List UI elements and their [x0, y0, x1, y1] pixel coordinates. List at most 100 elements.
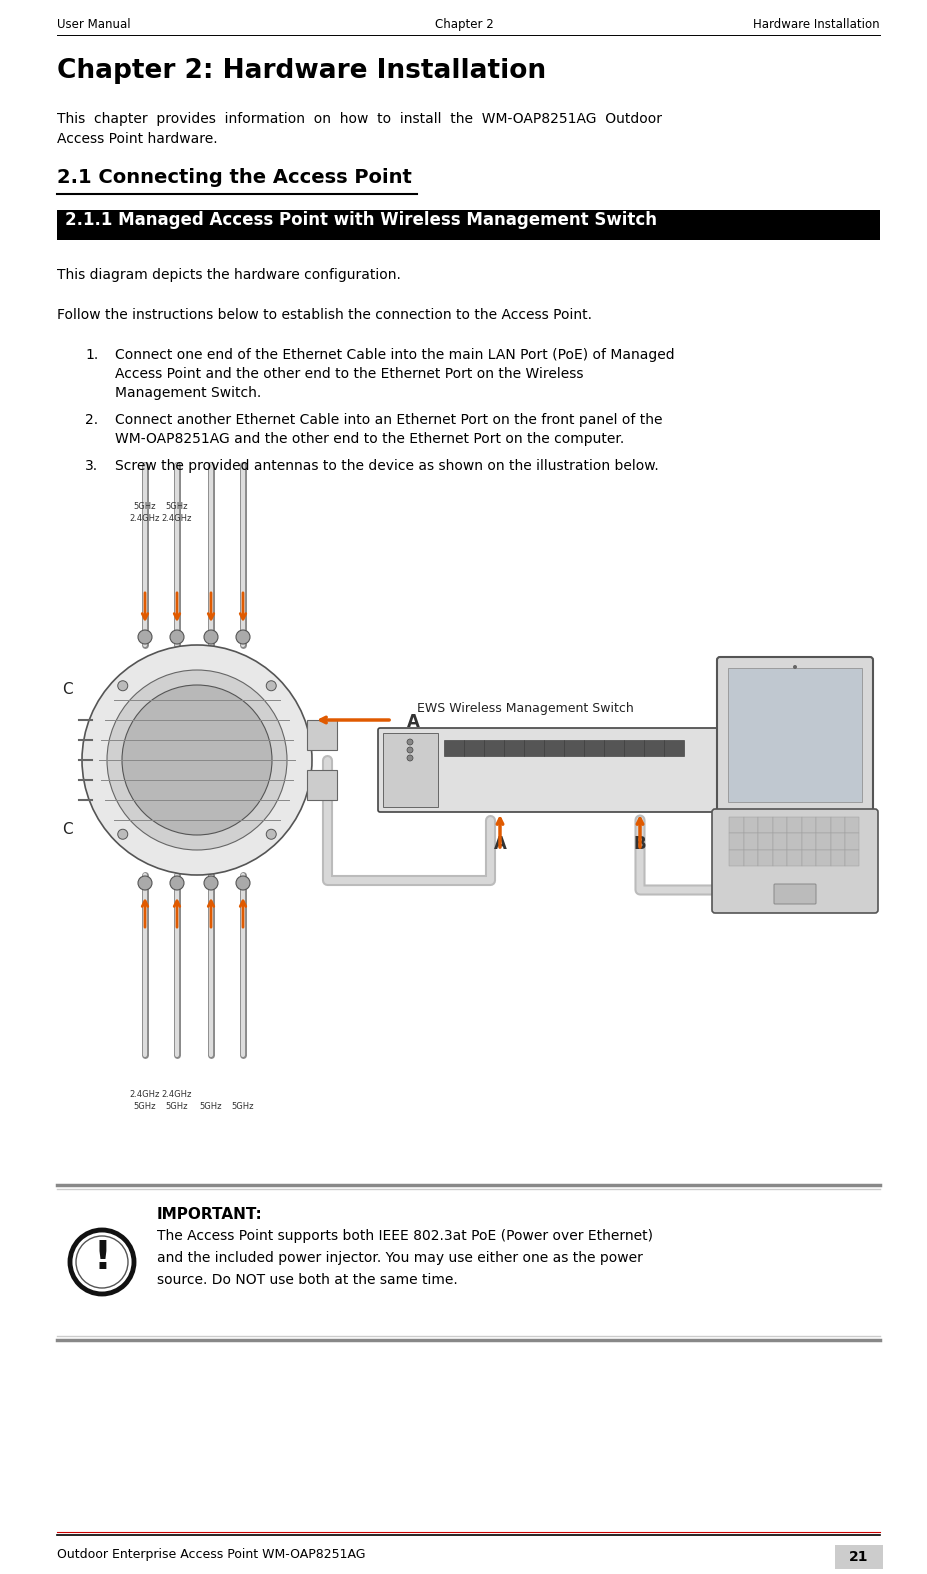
FancyBboxPatch shape: [484, 740, 504, 756]
Text: !: !: [93, 1239, 111, 1277]
FancyBboxPatch shape: [564, 740, 584, 756]
FancyBboxPatch shape: [830, 817, 844, 833]
Text: C: C: [62, 683, 72, 697]
Text: B: B: [633, 834, 645, 853]
FancyBboxPatch shape: [801, 817, 815, 833]
FancyBboxPatch shape: [743, 817, 757, 833]
FancyBboxPatch shape: [717, 656, 872, 814]
Text: and the included power injector. You may use either one as the power: and the included power injector. You may…: [157, 1251, 642, 1265]
Text: Connect one end of the Ethernet Cable into the main LAN Port (PoE) of Managed: Connect one end of the Ethernet Cable in…: [115, 348, 674, 362]
FancyBboxPatch shape: [801, 833, 815, 850]
Circle shape: [138, 630, 152, 644]
Text: 2.4GHz: 2.4GHz: [130, 1091, 160, 1099]
Circle shape: [118, 680, 128, 691]
Text: Chapter 2: Hardware Installation: Chapter 2: Hardware Installation: [57, 58, 545, 83]
FancyBboxPatch shape: [772, 817, 786, 833]
FancyBboxPatch shape: [801, 850, 815, 866]
Bar: [307, 770, 337, 800]
Text: A: A: [493, 834, 506, 853]
Text: IMPORTANT:: IMPORTANT:: [157, 1207, 262, 1221]
FancyBboxPatch shape: [757, 817, 772, 833]
Text: This diagram depicts the hardware configuration.: This diagram depicts the hardware config…: [57, 268, 400, 282]
FancyBboxPatch shape: [729, 833, 743, 850]
Text: 2.4GHz: 2.4GHz: [130, 515, 160, 523]
FancyBboxPatch shape: [844, 833, 858, 850]
FancyBboxPatch shape: [786, 850, 801, 866]
FancyBboxPatch shape: [729, 817, 743, 833]
FancyBboxPatch shape: [524, 740, 544, 756]
Text: Access Point hardware.: Access Point hardware.: [57, 132, 218, 146]
Circle shape: [235, 877, 249, 889]
FancyBboxPatch shape: [772, 850, 786, 866]
FancyBboxPatch shape: [504, 740, 524, 756]
Text: 5GHz: 5GHz: [166, 502, 188, 512]
Text: C: C: [62, 823, 72, 837]
FancyBboxPatch shape: [830, 833, 844, 850]
Bar: [383, 733, 438, 807]
FancyBboxPatch shape: [711, 809, 877, 913]
Text: 5GHz: 5GHz: [133, 1102, 156, 1111]
FancyBboxPatch shape: [772, 833, 786, 850]
Text: User Manual: User Manual: [57, 17, 131, 31]
FancyBboxPatch shape: [844, 817, 858, 833]
FancyBboxPatch shape: [773, 885, 815, 903]
FancyBboxPatch shape: [815, 850, 830, 866]
Circle shape: [121, 685, 272, 834]
Text: 5GHz: 5GHz: [199, 1102, 222, 1111]
Text: Outdoor Enterprise Access Point WM-OAP8251AG: Outdoor Enterprise Access Point WM-OAP82…: [57, 1547, 365, 1561]
Circle shape: [204, 877, 218, 889]
Text: EWS Wireless Management Switch: EWS Wireless Management Switch: [416, 702, 633, 715]
Circle shape: [407, 740, 413, 745]
FancyBboxPatch shape: [844, 850, 858, 866]
Text: 5GHz: 5GHz: [166, 1102, 188, 1111]
Circle shape: [793, 664, 796, 669]
Text: 5GHz: 5GHz: [133, 502, 156, 512]
Bar: [57, 490, 879, 1144]
Text: Access Point and the other end to the Ethernet Port on the Wireless: Access Point and the other end to the Et…: [115, 367, 583, 381]
Text: Screw the provided antennas to the device as shown on the illustration below.: Screw the provided antennas to the devic…: [115, 460, 658, 474]
Text: source. Do NOT use both at the same time.: source. Do NOT use both at the same time…: [157, 1273, 457, 1288]
Circle shape: [70, 1229, 133, 1294]
Text: 2.4GHz: 2.4GHz: [161, 515, 192, 523]
FancyBboxPatch shape: [664, 740, 684, 756]
Circle shape: [82, 645, 311, 875]
FancyBboxPatch shape: [830, 850, 844, 866]
FancyBboxPatch shape: [743, 833, 757, 850]
FancyBboxPatch shape: [815, 833, 830, 850]
Circle shape: [204, 630, 218, 644]
Text: Connect another Ethernet Cable into an Ethernet Port on the front panel of the: Connect another Ethernet Cable into an E…: [115, 412, 662, 427]
Text: Chapter 2: Chapter 2: [434, 17, 493, 31]
Text: Follow the instructions below to establish the connection to the Access Point.: Follow the instructions below to establi…: [57, 309, 591, 323]
FancyBboxPatch shape: [624, 740, 644, 756]
Text: 21: 21: [848, 1550, 868, 1565]
Circle shape: [118, 829, 128, 839]
Text: Hardware Installation: Hardware Installation: [753, 17, 879, 31]
FancyBboxPatch shape: [377, 729, 731, 812]
Text: 2.: 2.: [85, 412, 98, 427]
Text: Management Switch.: Management Switch.: [115, 386, 261, 400]
FancyBboxPatch shape: [584, 740, 603, 756]
Circle shape: [107, 671, 286, 850]
Text: 3.: 3.: [85, 460, 98, 474]
Circle shape: [407, 748, 413, 752]
Text: 2.4GHz: 2.4GHz: [161, 1091, 192, 1099]
Text: WM-OAP8251AG and the other end to the Ethernet Port on the computer.: WM-OAP8251AG and the other end to the Et…: [115, 431, 624, 445]
FancyBboxPatch shape: [743, 850, 757, 866]
FancyBboxPatch shape: [786, 817, 801, 833]
Text: 5GHz: 5GHz: [232, 1102, 254, 1111]
Bar: [834, 1546, 883, 1569]
Text: This  chapter  provides  information  on  how  to  install  the  WM-OAP8251AG  O: This chapter provides information on how…: [57, 112, 661, 126]
FancyBboxPatch shape: [544, 740, 564, 756]
Bar: [727, 667, 861, 803]
FancyBboxPatch shape: [729, 850, 743, 866]
FancyBboxPatch shape: [815, 817, 830, 833]
Circle shape: [170, 877, 184, 889]
Text: 2.1.1 Managed Access Point with Wireless Management Switch: 2.1.1 Managed Access Point with Wireless…: [65, 211, 656, 228]
Circle shape: [407, 756, 413, 760]
Text: A: A: [407, 713, 419, 730]
Circle shape: [235, 630, 249, 644]
Text: 2.1 Connecting the Access Point: 2.1 Connecting the Access Point: [57, 168, 412, 187]
Circle shape: [138, 877, 152, 889]
Text: 1.: 1.: [85, 348, 98, 362]
Text: The Access Point supports both IEEE 802.3at PoE (Power over Ethernet): The Access Point supports both IEEE 802.…: [157, 1229, 653, 1243]
